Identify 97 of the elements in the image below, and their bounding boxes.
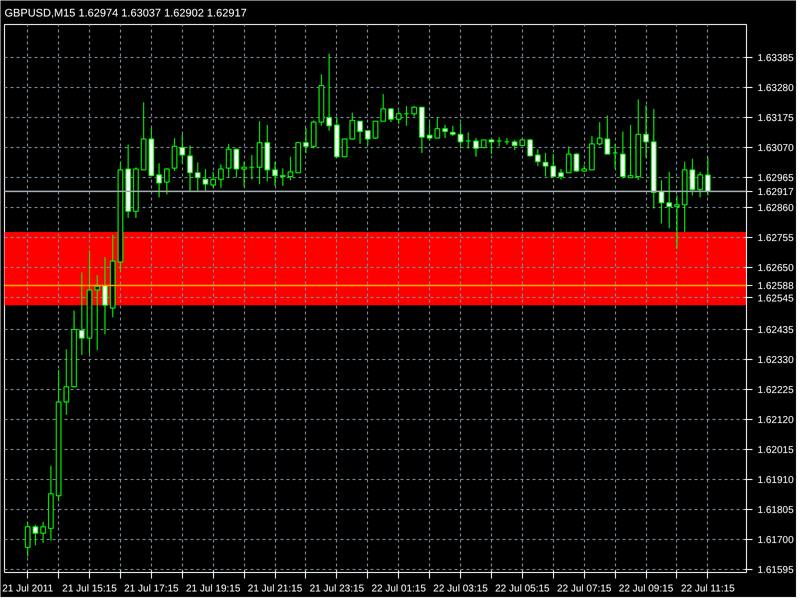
candlestick bbox=[426, 122, 432, 142]
candlestick bbox=[496, 136, 502, 147]
candlestick bbox=[690, 158, 696, 196]
x-tick-label: 22 Jul 07:15 bbox=[556, 584, 612, 594]
candlestick bbox=[620, 131, 626, 179]
candlestick bbox=[697, 171, 703, 198]
candlestick bbox=[404, 106, 410, 126]
candlestick bbox=[434, 117, 440, 139]
candlestick bbox=[78, 272, 85, 356]
x-tick-label: 22 Jul 11:15 bbox=[680, 584, 736, 594]
y-tick-label: 1.62545 bbox=[758, 293, 794, 304]
candlestick bbox=[357, 120, 363, 144]
candlestick bbox=[94, 274, 100, 351]
x-tick-label: 22 Jul 05:15 bbox=[495, 584, 550, 594]
x-tick-label: 22 Jul 09:15 bbox=[618, 584, 674, 594]
candlestick bbox=[674, 194, 680, 250]
y-tick-label: 1.63280 bbox=[758, 82, 794, 94]
candlestick bbox=[442, 124, 448, 139]
candlestick bbox=[450, 125, 456, 137]
candlestick bbox=[512, 139, 518, 151]
candlestick bbox=[218, 164, 224, 188]
candlestick bbox=[187, 145, 193, 192]
candlestick bbox=[179, 134, 186, 164]
candlestick bbox=[372, 120, 378, 140]
y-tick-label: 1.62860 bbox=[758, 203, 794, 214]
x-tick-label: 21 Jul 15:15 bbox=[62, 584, 118, 594]
candlestick bbox=[550, 154, 556, 178]
y-tick-label: 1.62120 bbox=[758, 414, 794, 426]
y-tick-label: 1.63070 bbox=[758, 143, 794, 154]
candlestick bbox=[303, 127, 309, 154]
candlestick bbox=[465, 132, 472, 149]
candlestick bbox=[527, 138, 533, 158]
y-tick-label: 1.62755 bbox=[758, 233, 794, 244]
y-tick-label: 1.62330 bbox=[758, 354, 794, 366]
y-tick-label: 1.61700 bbox=[758, 535, 794, 546]
candlestick bbox=[542, 152, 548, 177]
y-tick-label: 1.61805 bbox=[758, 505, 794, 516]
candlestick bbox=[164, 168, 170, 195]
y-tick-label: 1.62435 bbox=[758, 324, 794, 336]
candlestick bbox=[458, 122, 464, 149]
candlestick bbox=[705, 156, 711, 196]
candlestick bbox=[628, 124, 634, 178]
candlestick bbox=[194, 162, 201, 192]
candlestick bbox=[40, 521, 46, 544]
candlestick bbox=[202, 168, 208, 192]
y-tick-label: 1.61910 bbox=[758, 474, 794, 486]
candlestick bbox=[558, 168, 564, 180]
candlestick bbox=[210, 171, 216, 188]
candlestick bbox=[24, 521, 31, 558]
candlestick bbox=[473, 138, 479, 158]
x-tick-label: 21 Jul 2011 bbox=[2, 584, 54, 594]
y-tick-label: 1.62650 bbox=[758, 263, 794, 274]
ref-line-label: 1.62588 bbox=[758, 280, 794, 292]
candlestick bbox=[326, 53, 332, 132]
x-tick-label: 21 Jul 19:15 bbox=[186, 584, 241, 594]
candlestick bbox=[241, 161, 247, 188]
candlestick bbox=[396, 110, 402, 125]
x-tick-label: 21 Jul 23:15 bbox=[310, 584, 365, 594]
ref-line-label: 1.62917 bbox=[758, 186, 794, 198]
candlestick bbox=[612, 143, 618, 170]
candlestick bbox=[156, 162, 162, 198]
candlestick bbox=[364, 130, 371, 146]
y-tick-label: 1.62015 bbox=[758, 444, 794, 456]
y-tick-label: 1.61595 bbox=[758, 565, 794, 576]
chart-title: GBPUSD,M15 1.62974 1.63037 1.62902 1.62917 bbox=[4, 8, 247, 20]
candlestick bbox=[566, 146, 572, 174]
candlestick bbox=[234, 148, 240, 178]
candlestick bbox=[488, 139, 494, 155]
candlestick bbox=[32, 524, 38, 546]
candlestick bbox=[534, 148, 541, 167]
candlestick bbox=[172, 138, 178, 172]
candlestick bbox=[349, 112, 356, 140]
candlestick bbox=[574, 152, 580, 172]
y-tick-label: 1.62965 bbox=[758, 173, 794, 184]
candlestick bbox=[288, 156, 294, 181]
x-tick-label: 21 Jul 21:15 bbox=[248, 584, 303, 594]
y-tick-label: 1.62225 bbox=[758, 384, 794, 396]
candlestick bbox=[388, 108, 394, 123]
x-tick-label: 22 Jul 03:15 bbox=[433, 584, 488, 594]
candlestick bbox=[411, 106, 417, 117]
candlestick bbox=[249, 154, 255, 180]
candlestick bbox=[226, 143, 232, 178]
candlestick bbox=[658, 180, 664, 224]
y-tick-label: 1.63175 bbox=[758, 113, 794, 124]
candlestick bbox=[64, 348, 70, 416]
x-tick-label: 21 Jul 17:15 bbox=[124, 584, 180, 594]
candlestick bbox=[604, 115, 610, 155]
candlestick bbox=[280, 168, 286, 186]
candlestick bbox=[596, 122, 602, 146]
candlestick bbox=[380, 94, 386, 122]
candlestick bbox=[666, 171, 672, 229]
y-tick-label: 1.63385 bbox=[758, 52, 794, 64]
candlestick bbox=[342, 138, 348, 158]
candlestick bbox=[643, 104, 649, 158]
candlestick bbox=[102, 256, 108, 335]
candlestick bbox=[272, 161, 278, 186]
x-tick-label: 22 Jul 01:15 bbox=[371, 584, 426, 594]
